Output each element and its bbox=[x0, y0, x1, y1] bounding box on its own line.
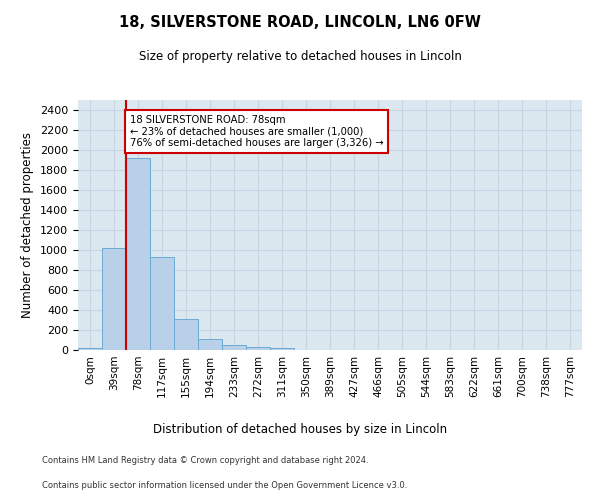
Text: Size of property relative to detached houses in Lincoln: Size of property relative to detached ho… bbox=[139, 50, 461, 63]
Bar bbox=[270, 348, 294, 350]
Text: 18 SILVERSTONE ROAD: 78sqm
← 23% of detached houses are smaller (1,000)
76% of s: 18 SILVERSTONE ROAD: 78sqm ← 23% of deta… bbox=[130, 115, 383, 148]
Bar bbox=[102, 248, 126, 350]
Text: Contains public sector information licensed under the Open Government Licence v3: Contains public sector information licen… bbox=[42, 481, 407, 490]
Bar bbox=[246, 347, 270, 350]
Bar bbox=[222, 344, 246, 350]
Text: Contains HM Land Registry data © Crown copyright and database right 2024.: Contains HM Land Registry data © Crown c… bbox=[42, 456, 368, 465]
Text: 18, SILVERSTONE ROAD, LINCOLN, LN6 0FW: 18, SILVERSTONE ROAD, LINCOLN, LN6 0FW bbox=[119, 15, 481, 30]
Bar bbox=[198, 339, 222, 350]
Y-axis label: Number of detached properties: Number of detached properties bbox=[22, 132, 34, 318]
Bar bbox=[126, 158, 150, 350]
Bar bbox=[150, 257, 174, 350]
Bar bbox=[78, 348, 102, 350]
Bar bbox=[174, 318, 198, 350]
Text: Distribution of detached houses by size in Lincoln: Distribution of detached houses by size … bbox=[153, 422, 447, 436]
